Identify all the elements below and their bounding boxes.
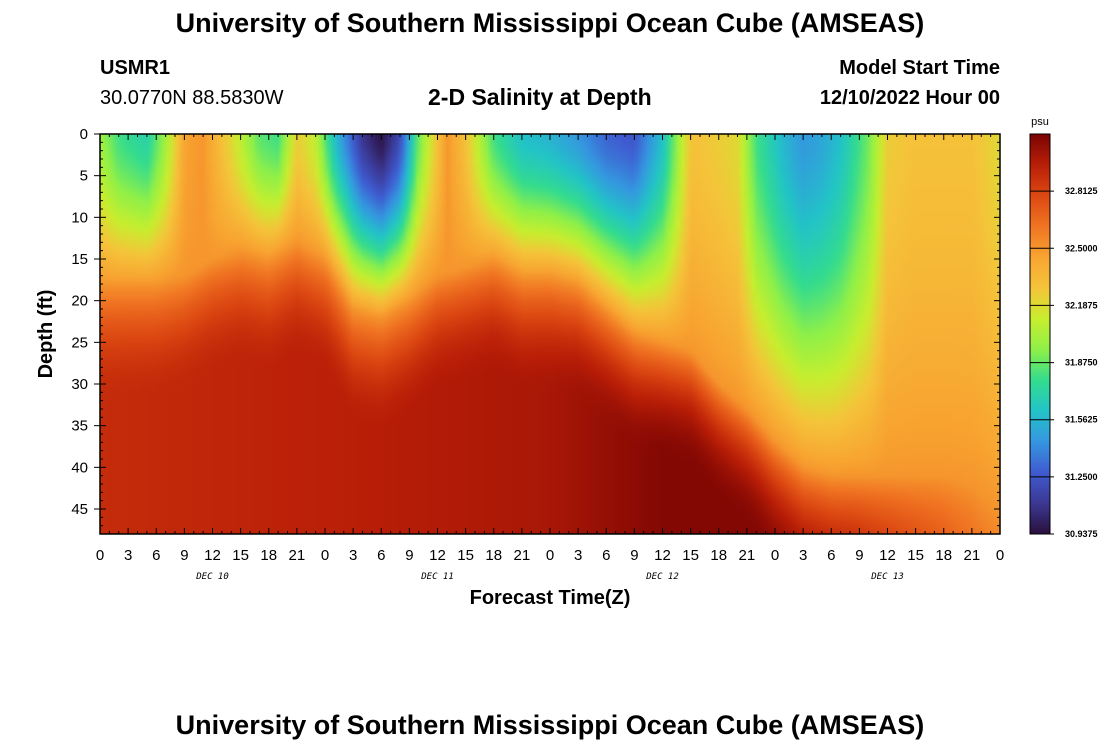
y-tick-label: 20 — [71, 293, 88, 310]
colorbar-unit: psu — [1031, 116, 1049, 128]
y-tick-label: 45 — [71, 501, 88, 518]
x-tick-label: 12 — [879, 547, 896, 564]
x-tick-label: 18 — [485, 547, 502, 564]
salinity-heatmap — [100, 134, 1000, 534]
colorbar-tick-label: 30.9375 — [1065, 529, 1098, 539]
x-tick-label: 15 — [232, 547, 249, 564]
y-tick-label: 10 — [71, 209, 88, 226]
y-tick-label: 25 — [71, 334, 88, 351]
x-axis: 0 3 6 9 12 15 18 21 0 3 6 9 12 15 18 21 0 3 6 9 12 15 18 21 0 3 6 9… — [96, 134, 1004, 582]
plot-area — [99, 133, 1001, 535]
x-tick-label: 3 — [349, 547, 357, 564]
x-tick-label: 21 — [739, 547, 756, 564]
x-tick-label: 3 — [574, 547, 582, 564]
x-tick-label: 3 — [799, 547, 807, 564]
y-tick-label: 15 — [71, 251, 88, 268]
y-tick-label: 30 — [71, 376, 88, 393]
y-tick-label: 40 — [71, 459, 88, 476]
x-tick-label: 0 — [546, 547, 554, 564]
x-day-label: DEC 12 — [645, 572, 679, 582]
x-tick-label: 21 — [289, 547, 306, 564]
page-title: University of Southern Mississippi Ocean… — [175, 8, 925, 38]
x-tick-label: 12 — [429, 547, 446, 564]
x-day-label: DEC 13 — [870, 572, 904, 582]
x-tick-label: 6 — [152, 547, 160, 564]
colorbar: psu 30.937531.250031.562531.875032.18753… — [1029, 116, 1098, 539]
x-tick-label: 9 — [180, 547, 188, 564]
x-day-label: DEC 10 — [195, 572, 229, 582]
colorbar-tick-label: 32.1875 — [1065, 300, 1098, 310]
x-tick-label: 0 — [996, 547, 1004, 564]
colorbar-tick-label: 32.8125 — [1065, 186, 1098, 196]
colorbar-ticks: 30.9375 31.2500 31.5625 31.8750 32.1875 32.50… — [1030, 186, 1098, 539]
colorbar-tick-label: 31.5625 — [1065, 415, 1098, 425]
plot-title: 2-D Salinity at Depth — [428, 84, 652, 110]
x-day-label: DEC 11 — [420, 572, 454, 582]
model-start-label: Model Start Time — [839, 57, 1000, 79]
x-tick-label: 6 — [827, 547, 835, 564]
x-axis-label: Forecast Time(Z) — [470, 587, 631, 609]
x-tick-label: 15 — [907, 547, 924, 564]
y-tick-label: 35 — [71, 418, 88, 435]
x-tick-label: 6 — [602, 547, 610, 564]
x-tick-label: 18 — [710, 547, 727, 564]
x-tick-label: 12 — [654, 547, 671, 564]
y-axis-label: Depth (ft) — [35, 290, 57, 379]
colorbar-tick-label: 31.2500 — [1065, 472, 1098, 482]
x-tick-label: 9 — [855, 547, 863, 564]
y-axis: 0 5 10 15 20 25 30 35 40 45 — [71, 126, 1000, 535]
y-tick-label: 5 — [80, 168, 88, 185]
x-tick-label: 0 — [771, 547, 779, 564]
colorbar-ramp — [1029, 133, 1051, 535]
x-tick-label: 9 — [405, 547, 413, 564]
y-tick-label: 0 — [80, 126, 88, 143]
x-tick-label: 9 — [630, 547, 638, 564]
station-id: USMR1 — [100, 57, 171, 79]
x-tick-label: 15 — [457, 547, 474, 564]
x-tick-label: 6 — [377, 547, 385, 564]
station-coords: 30.0770N 88.5830W — [100, 87, 284, 109]
model-start-value: 12/10/2022 Hour 00 — [819, 87, 1000, 109]
footer-title: University of Southern Mississippi Ocean… — [175, 710, 925, 740]
x-tick-label: 0 — [96, 547, 104, 564]
x-tick-label: 0 — [321, 547, 329, 564]
x-tick-label: 18 — [260, 547, 277, 564]
colorbar-tick-label: 32.5000 — [1065, 243, 1098, 253]
x-tick-label: 3 — [124, 547, 132, 564]
x-tick-label: 15 — [682, 547, 699, 564]
x-tick-label: 18 — [935, 547, 952, 564]
x-tick-label: 12 — [204, 547, 221, 564]
x-tick-label: 21 — [514, 547, 531, 564]
x-tick-label: 21 — [964, 547, 981, 564]
colorbar-tick-label: 31.8750 — [1065, 358, 1098, 368]
